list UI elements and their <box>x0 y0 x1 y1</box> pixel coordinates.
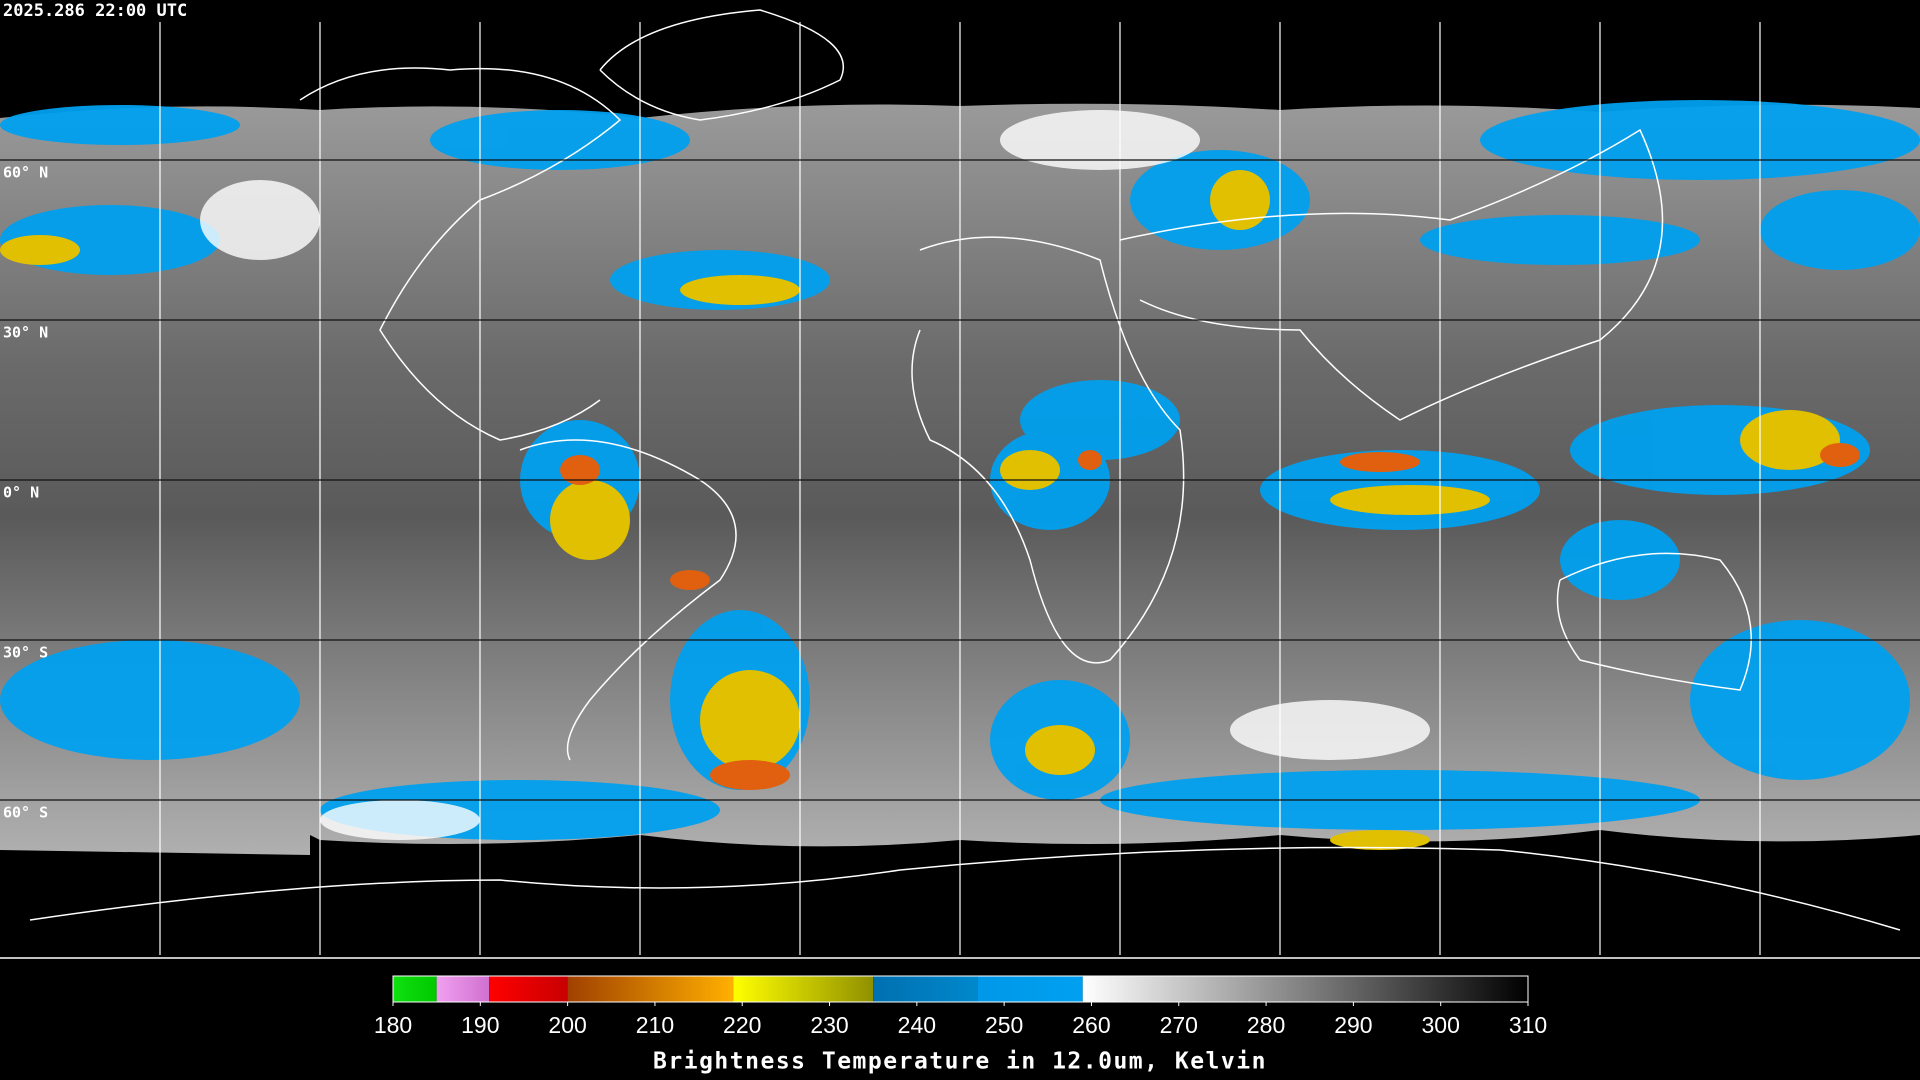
colorbar-tick-label: 190 <box>461 1012 499 1038</box>
colorbar-tick-label: 220 <box>723 1012 761 1038</box>
colorbar-tick-label: 230 <box>810 1012 848 1038</box>
latitude-label: 60° S <box>3 804 48 822</box>
colorbar-segment <box>567 976 734 1002</box>
latitude-label: 0° N <box>3 484 39 502</box>
latitude-label: 60° N <box>3 164 48 182</box>
colorbar-segment <box>1082 976 1528 1002</box>
latitude-label: 30° N <box>3 324 48 342</box>
colorbar-segment <box>733 976 874 1002</box>
colorbar-tick-label: 210 <box>636 1012 674 1038</box>
colorbar-tick-label: 250 <box>985 1012 1023 1038</box>
colorbar-tick-label: 290 <box>1334 1012 1372 1038</box>
latitude-label: 30° S <box>3 644 48 662</box>
colorbar-tick-label: 240 <box>898 1012 936 1038</box>
colorbar-segment <box>873 976 978 1002</box>
colorbar-tick-label: 280 <box>1247 1012 1285 1038</box>
colorbar-segment <box>393 976 437 1002</box>
colorbar-title: Brightness Temperature in 12.0um, Kelvin <box>653 1049 1267 1075</box>
colorbar-segment <box>436 976 490 1002</box>
colorbar-segment <box>489 976 568 1002</box>
colorbar-tick-label: 200 <box>548 1012 586 1038</box>
colorbar-tick-label: 310 <box>1509 1012 1547 1038</box>
timestamp: 2025.286 22:00 UTC <box>3 1 187 21</box>
colorbar-tick-label: 270 <box>1160 1012 1198 1038</box>
colorbar-tick-label: 300 <box>1422 1012 1460 1038</box>
colorbar-segment <box>977 976 1083 1002</box>
colorbar-tick-label: 260 <box>1072 1012 1110 1038</box>
colorbar-tick-label: 180 <box>374 1012 412 1038</box>
colorbar-frame <box>392 975 1529 1003</box>
